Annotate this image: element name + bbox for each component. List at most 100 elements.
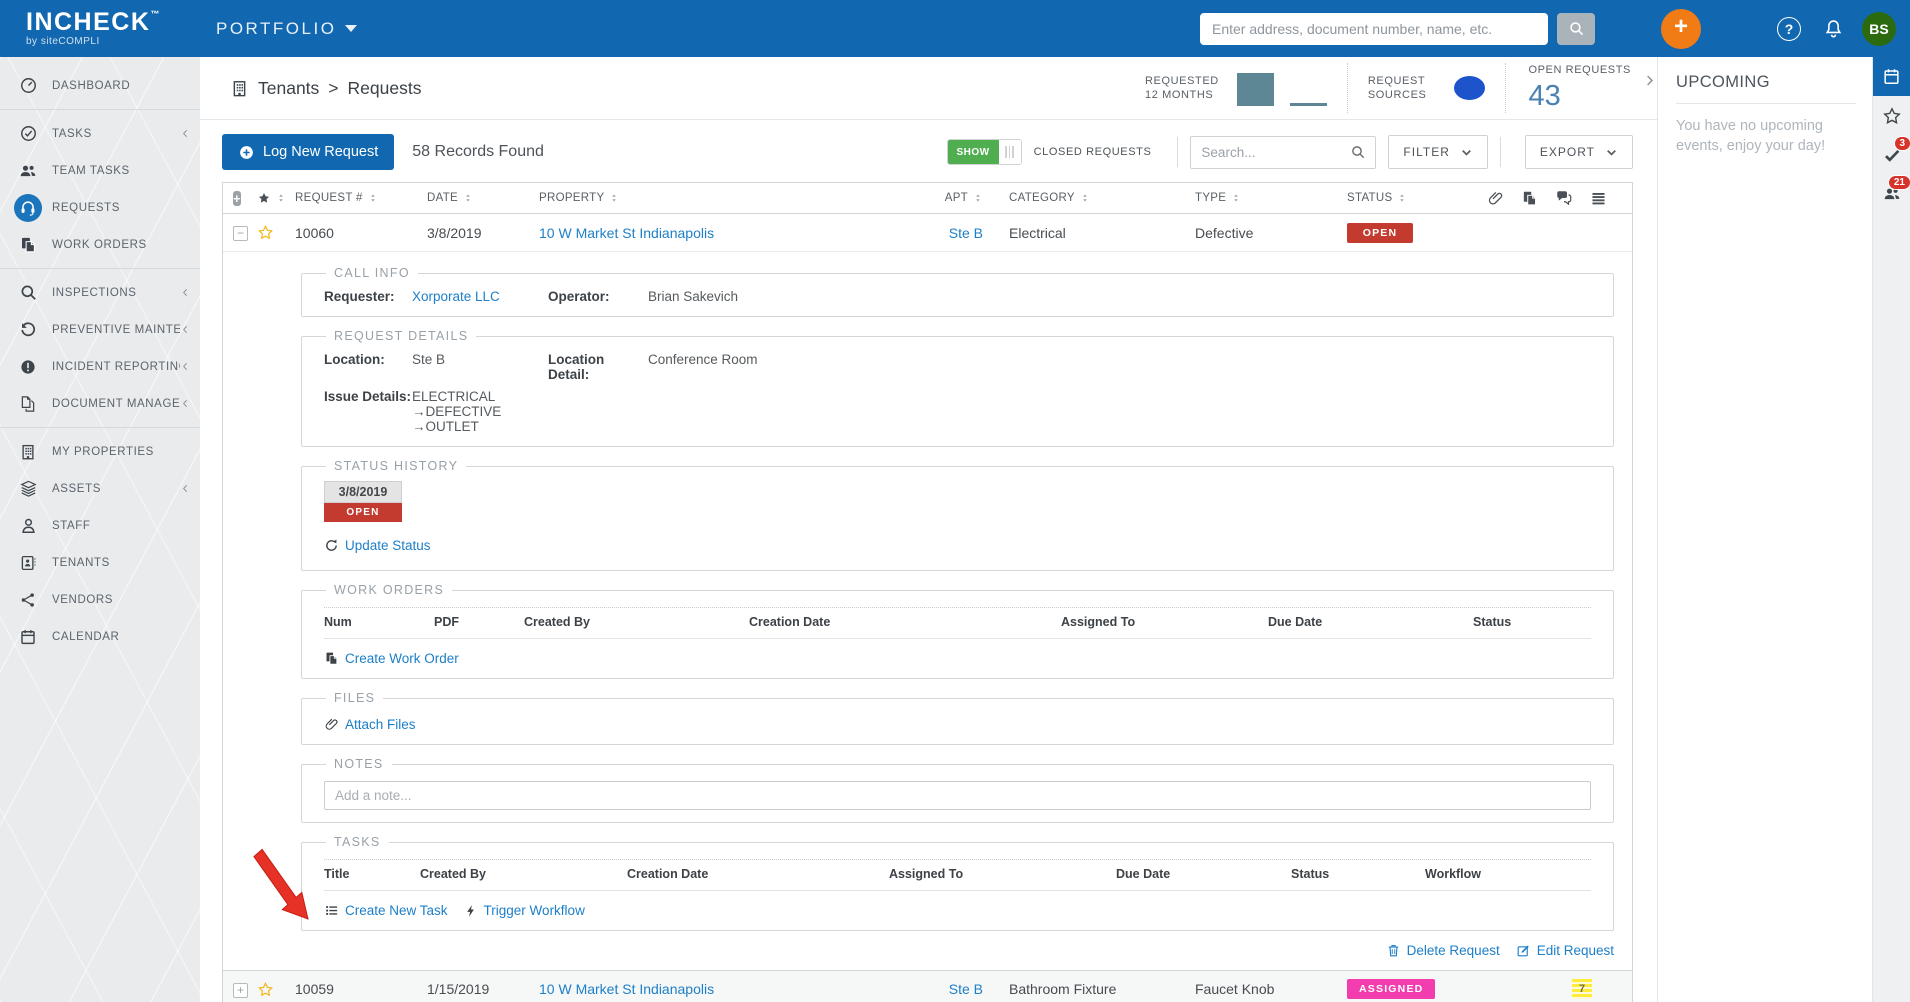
stat-label: OPEN REQUESTS: [1528, 63, 1631, 77]
button-label: FILTER: [1403, 145, 1449, 159]
sort-icon[interactable]: [609, 193, 619, 203]
column-header-category[interactable]: CATEGORY: [1009, 192, 1075, 204]
rail-team-button[interactable]: 21: [1873, 174, 1910, 213]
sidebar-item-assets[interactable]: ASSETS: [0, 470, 200, 507]
sidebar-item-dashboard[interactable]: DASHBOARD: [0, 67, 200, 104]
sort-icon[interactable]: [973, 193, 983, 203]
attachments-column-icon[interactable]: [1487, 190, 1504, 207]
create-new-task-link[interactable]: Create New Task: [324, 903, 448, 918]
call-info-section: CALL INFO Requester:Xorporate LLC Operat…: [301, 266, 1614, 317]
edit-icon: [1516, 943, 1531, 958]
portfolio-dropdown[interactable]: PORTFOLIO: [216, 19, 357, 39]
sort-icon[interactable]: [1080, 193, 1090, 203]
rail-favorites-button[interactable]: [1873, 96, 1910, 135]
sidebar-item-preventive-maintenance[interactable]: PREVENTIVE MAINTENANCE: [0, 311, 200, 348]
sidebar-item-staff[interactable]: STAFF: [0, 507, 200, 544]
sidebar-item-document-management[interactable]: DOCUMENT MANAGEMENT: [0, 385, 200, 422]
table-search-input[interactable]: [1191, 145, 1341, 160]
property-link[interactable]: 10 W Market St Indianapolis: [539, 981, 714, 997]
global-search-button[interactable]: [1557, 13, 1595, 45]
column-header-status[interactable]: STATUS: [1347, 192, 1392, 204]
upcoming-title: UPCOMING: [1676, 73, 1856, 104]
favorite-column-star-icon[interactable]: [257, 191, 271, 205]
section-title: REQUEST DETAILS: [326, 329, 476, 343]
export-button[interactable]: EXPORT: [1525, 135, 1633, 169]
sidebar-item-inspections[interactable]: INSPECTIONS: [0, 274, 200, 311]
notes-column-icon[interactable]: [1590, 190, 1607, 207]
update-status-link[interactable]: Update Status: [324, 538, 431, 553]
property-link[interactable]: 10 W Market St Indianapolis: [539, 225, 714, 241]
trigger-workflow-link[interactable]: Trigger Workflow: [464, 903, 585, 918]
team-count-badge: 21: [1888, 175, 1910, 190]
favorite-star-icon[interactable]: [257, 981, 274, 998]
toolbar-divider: [1500, 137, 1501, 167]
stat-request-sources[interactable]: REQUESTSOURCES: [1347, 63, 1506, 112]
column-header-property[interactable]: PROPERTY: [539, 192, 604, 204]
edit-request-link[interactable]: Edit Request: [1516, 943, 1614, 958]
top-header: INCHECK™ by siteCOMPLI PORTFOLIO + ? BS: [0, 0, 1910, 57]
column-header-request-num[interactable]: REQUEST #: [295, 192, 363, 204]
column-header-type[interactable]: TYPE: [1195, 192, 1226, 204]
attach-files-link[interactable]: Attach Files: [324, 717, 416, 732]
notifications-bell-icon[interactable]: [1823, 18, 1844, 39]
work-orders-column-icon[interactable]: [1521, 190, 1538, 207]
breadcrumb-section[interactable]: Tenants: [258, 78, 319, 99]
requests-table: + REQUEST # DATE PROPERTY APT CATEGORY T…: [222, 182, 1633, 1002]
log-new-request-button[interactable]: Log New Request: [222, 134, 394, 170]
expand-all-button[interactable]: +: [233, 191, 241, 206]
sidebar-item-work-orders[interactable]: WORK ORDERS: [0, 226, 200, 263]
table-row-10059[interactable]: + 10059 1/15/2019 10 W Market St Indiana…: [223, 970, 1632, 1002]
link-label: Delete Request: [1407, 943, 1500, 958]
section-title: FILES: [326, 691, 383, 705]
create-work-order-link[interactable]: Create Work Order: [324, 651, 459, 666]
column-header-apt[interactable]: APT: [945, 192, 968, 204]
apt-link[interactable]: Ste B: [949, 981, 983, 997]
delete-request-link[interactable]: Delete Request: [1386, 943, 1500, 958]
favorite-star-icon[interactable]: [257, 224, 274, 241]
global-search-input[interactable]: [1200, 13, 1548, 45]
notes-count-chip[interactable]: 7: [1572, 979, 1592, 999]
column-header-date[interactable]: DATE: [427, 192, 458, 204]
sidebar-item-tenants[interactable]: TENANTS: [0, 544, 200, 581]
add-new-button[interactable]: +: [1661, 9, 1701, 49]
collapse-row-button[interactable]: −: [233, 226, 248, 241]
user-avatar[interactable]: BS: [1862, 12, 1896, 46]
stat-open-requests[interactable]: OPEN REQUESTS 43: [1505, 63, 1647, 112]
sort-icon[interactable]: [368, 193, 378, 203]
collapse-panel-chevron-icon[interactable]: [1642, 73, 1657, 88]
rail-calendar-button[interactable]: [1873, 57, 1910, 96]
sidebar-item-team-tasks[interactable]: TEAM TASKS: [0, 152, 200, 189]
sidebar-item-incident-reporting[interactable]: INCIDENT REPORTING: [0, 348, 200, 385]
sort-icon[interactable]: [1397, 193, 1407, 203]
sidebar-item-label: STAFF: [52, 520, 91, 532]
table-row-10060[interactable]: − 10060 3/8/2019 10 W Market St Indianap…: [223, 214, 1632, 252]
breadcrumb-bar: Tenants > Requests REQUESTED12 MONTHS RE…: [200, 57, 1657, 120]
sort-icon[interactable]: [1231, 193, 1241, 203]
sidebar-item-requests[interactable]: REQUESTS: [0, 189, 200, 226]
sidebar-item-label: ASSETS: [52, 483, 101, 495]
sidebar-item-calendar[interactable]: CALENDAR: [0, 618, 200, 655]
show-closed-toggle[interactable]: SHOW: [947, 139, 1022, 165]
apt-link[interactable]: Ste B: [949, 225, 983, 241]
sidebar-item-vendors[interactable]: VENDORS: [0, 581, 200, 618]
request-type: Faucet Knob: [1195, 981, 1347, 997]
add-note-input[interactable]: [324, 781, 1591, 810]
expand-row-button[interactable]: +: [233, 983, 248, 998]
requester-link[interactable]: Xorporate LLC: [412, 289, 500, 304]
search-icon[interactable]: [1341, 144, 1375, 160]
sort-icon[interactable]: [276, 193, 286, 203]
stat-requested-12-months[interactable]: REQUESTED12 MONTHS: [1125, 63, 1347, 112]
sidebar-item-tasks[interactable]: TASKS: [0, 115, 200, 152]
app-logo[interactable]: INCHECK™ by siteCOMPLI: [0, 10, 200, 47]
comments-column-icon[interactable]: [1555, 189, 1573, 207]
network-nodes-icon: [14, 586, 42, 614]
button-label: EXPORT: [1540, 145, 1595, 159]
sort-icon[interactable]: [463, 193, 473, 203]
chevron-left-icon: [180, 287, 192, 298]
sidebar-item-my-properties[interactable]: MY PROPERTIES: [0, 433, 200, 470]
rail-tasks-button[interactable]: 3: [1873, 135, 1910, 174]
help-icon[interactable]: ?: [1777, 17, 1801, 41]
filter-button[interactable]: FILTER: [1388, 135, 1487, 169]
link-label: Trigger Workflow: [484, 903, 585, 918]
request-details-section: REQUEST DETAILS Location:Ste B Location …: [301, 329, 1614, 447]
